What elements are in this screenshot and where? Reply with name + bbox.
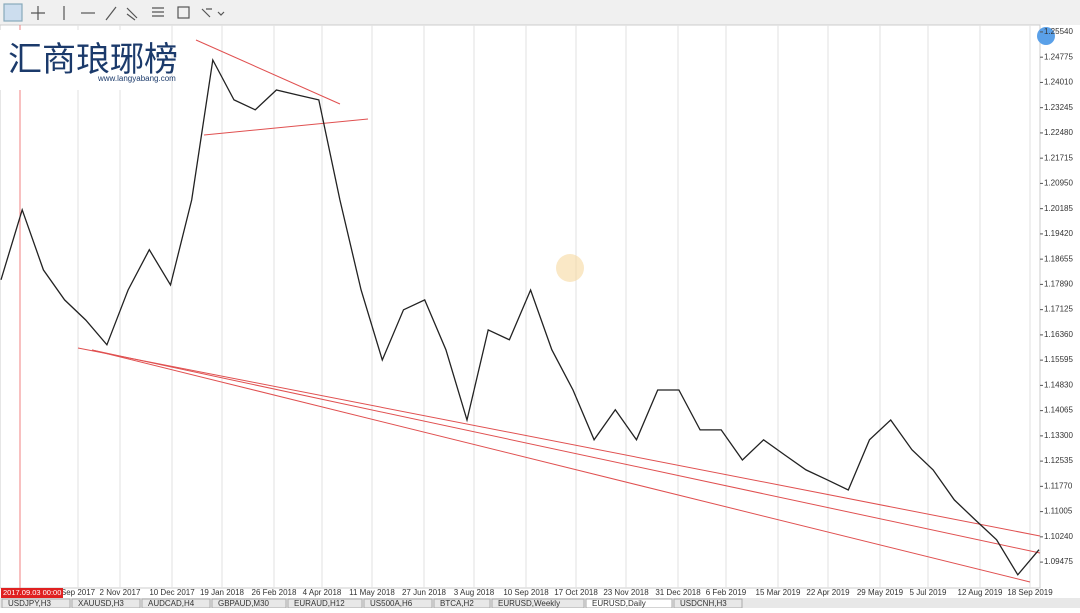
chart-tab-label[interactable]: USDCNH,H3 (680, 599, 727, 608)
price-label: 1.20950 (1044, 179, 1073, 188)
price-label: 1.17890 (1044, 279, 1073, 288)
toolbar-icons (3, 3, 225, 22)
date-label: 17 Oct 2018 (554, 588, 598, 597)
date-label: 2 Nov 2017 (100, 588, 141, 597)
date-label: 31 Dec 2018 (655, 588, 701, 597)
channel-tool[interactable] (126, 7, 138, 21)
price-label: 1.24010 (1044, 78, 1073, 87)
price-label: 1.11005 (1044, 507, 1073, 516)
price-label: 1.17125 (1044, 305, 1073, 314)
price-label: 1.13300 (1044, 431, 1073, 440)
price-label: 1.25540 (1044, 27, 1073, 36)
date-label: 12 Aug 2019 (958, 588, 1003, 597)
date-label: 29 May 2019 (857, 588, 904, 597)
price-label: 1.21715 (1044, 153, 1073, 162)
date-label: 19 Jan 2018 (200, 588, 245, 597)
toolbar (0, 0, 1080, 25)
mouse-highlight (556, 254, 584, 282)
text-tool[interactable] (177, 6, 190, 19)
price-label: 1.22480 (1044, 128, 1073, 137)
price-label: 1.12535 (1044, 456, 1073, 465)
trend-line (203, 118, 369, 136)
price-line (0, 57, 1040, 576)
logo-title: 汇商琅琊榜 (8, 40, 178, 80)
chart-tab-label[interactable]: EURUSD,Weekly (498, 599, 560, 608)
date-label: 5 Jul 2019 (910, 588, 947, 597)
date-label: 23 Nov 2018 (603, 588, 649, 597)
chart-area (0, 24, 1041, 589)
date-label: 27 Jun 2018 (402, 588, 447, 597)
chart-tab-label[interactable]: XAUUSD,H3 (78, 599, 124, 608)
chart-tab-label[interactable]: AUDCAD,H4 (148, 599, 195, 608)
price-label: 1.10240 (1044, 532, 1073, 541)
chart-tab-label[interactable]: EURAUD,H12 (294, 599, 345, 608)
crosshair-tool[interactable] (31, 6, 45, 20)
price-label: 1.19420 (1044, 229, 1073, 238)
cursor-time: 2017.09.03 00:00 (3, 588, 61, 597)
price-label: 1.11770 (1044, 481, 1073, 490)
price-label: 1.14830 (1044, 380, 1073, 389)
chart-tab-label[interactable]: EURUSD,Daily (592, 599, 646, 608)
shapes-tool[interactable] (201, 8, 225, 18)
date-label: 18 Sep 2019 (1007, 588, 1053, 597)
fibo-tool[interactable] (152, 7, 164, 17)
logo-box (0, 30, 165, 90)
trend-line (77, 347, 1041, 537)
trend-line (195, 39, 341, 105)
trendline-tool[interactable] (105, 6, 117, 21)
price-label: 1.18655 (1044, 254, 1073, 263)
logo-url: www.langyabang.com (97, 74, 176, 83)
chart-tab-label[interactable]: USDJPY,H3 (8, 599, 52, 608)
price-label: 1.24775 (1044, 52, 1073, 61)
date-label: 4 Apr 2018 (303, 588, 342, 597)
date-label: 22 Apr 2019 (806, 588, 850, 597)
date-label: Sep 2017 (61, 588, 96, 597)
chart-tab-label[interactable]: US500A,H6 (370, 599, 413, 608)
trend-lines (77, 39, 1041, 583)
date-label: 3 Aug 2018 (454, 588, 495, 597)
price-label: 1.15595 (1044, 355, 1073, 364)
price-label: 1.16360 (1044, 330, 1073, 339)
date-label: 15 Mar 2019 (756, 588, 801, 597)
date-label: 10 Dec 2017 (149, 588, 195, 597)
price-label: 1.20185 (1044, 204, 1073, 213)
cursor-time-badge (1, 588, 63, 598)
date-label: 26 Feb 2018 (252, 588, 297, 597)
price-label: 1.14065 (1044, 406, 1073, 415)
date-label: 6 Feb 2019 (706, 588, 747, 597)
cursor-tool[interactable] (3, 3, 23, 22)
date-label: 11 May 2018 (349, 588, 395, 597)
price-label: 1.23245 (1044, 103, 1073, 112)
date-label: 10 Sep 2018 (503, 588, 549, 597)
price-label: 1.09475 (1044, 557, 1073, 566)
chart-tab-label[interactable]: GBPAUD,M30 (218, 599, 270, 608)
trend-line (91, 349, 1041, 554)
chart-tab-label[interactable]: BTCA,H2 (440, 599, 474, 608)
trend-line (91, 349, 1031, 583)
